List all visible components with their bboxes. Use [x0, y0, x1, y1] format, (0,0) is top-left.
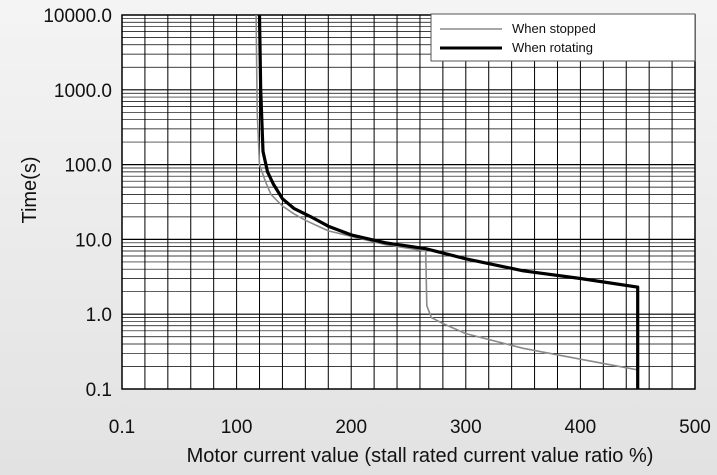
series-line-when-stopped: [255, 14, 639, 389]
x-tick-label: 300: [450, 417, 482, 438]
y-axis-title: Time(s): [19, 156, 41, 223]
y-tick-labels: 0.1 1.0 10.0 100.0 1000.0 10000.0: [43, 6, 112, 401]
legend-box: [430, 13, 696, 62]
x-tick-label: 100: [221, 417, 253, 438]
y-tick-label: 1.0: [86, 305, 112, 326]
legend-label-when-stopped: When stopped: [512, 21, 596, 36]
x-tick-label: 400: [565, 417, 597, 438]
y-tick-label: 100.0: [64, 156, 112, 177]
y-tick-label: 10000.0: [43, 6, 112, 27]
x-tick-label: 0.1: [109, 417, 135, 438]
y-tick-label: 1000.0: [54, 81, 112, 102]
series-line-when-rotating: [257, 14, 640, 389]
x-tick-labels: 0.1 100 200 300 400 500: [109, 417, 711, 438]
x-axis-title: Motor current value (stall rated current…: [187, 445, 654, 467]
series-lines: [255, 14, 640, 389]
y-tick-label: 10.0: [75, 230, 112, 251]
x-tick-label: 200: [335, 417, 367, 438]
legend: When stopped When rotating: [430, 13, 696, 62]
legend-label-when-rotating: When rotating: [512, 40, 593, 55]
y-tick-label: 0.1: [86, 380, 112, 401]
x-tick-label: 500: [679, 417, 711, 438]
plot-area: [121, 14, 696, 390]
